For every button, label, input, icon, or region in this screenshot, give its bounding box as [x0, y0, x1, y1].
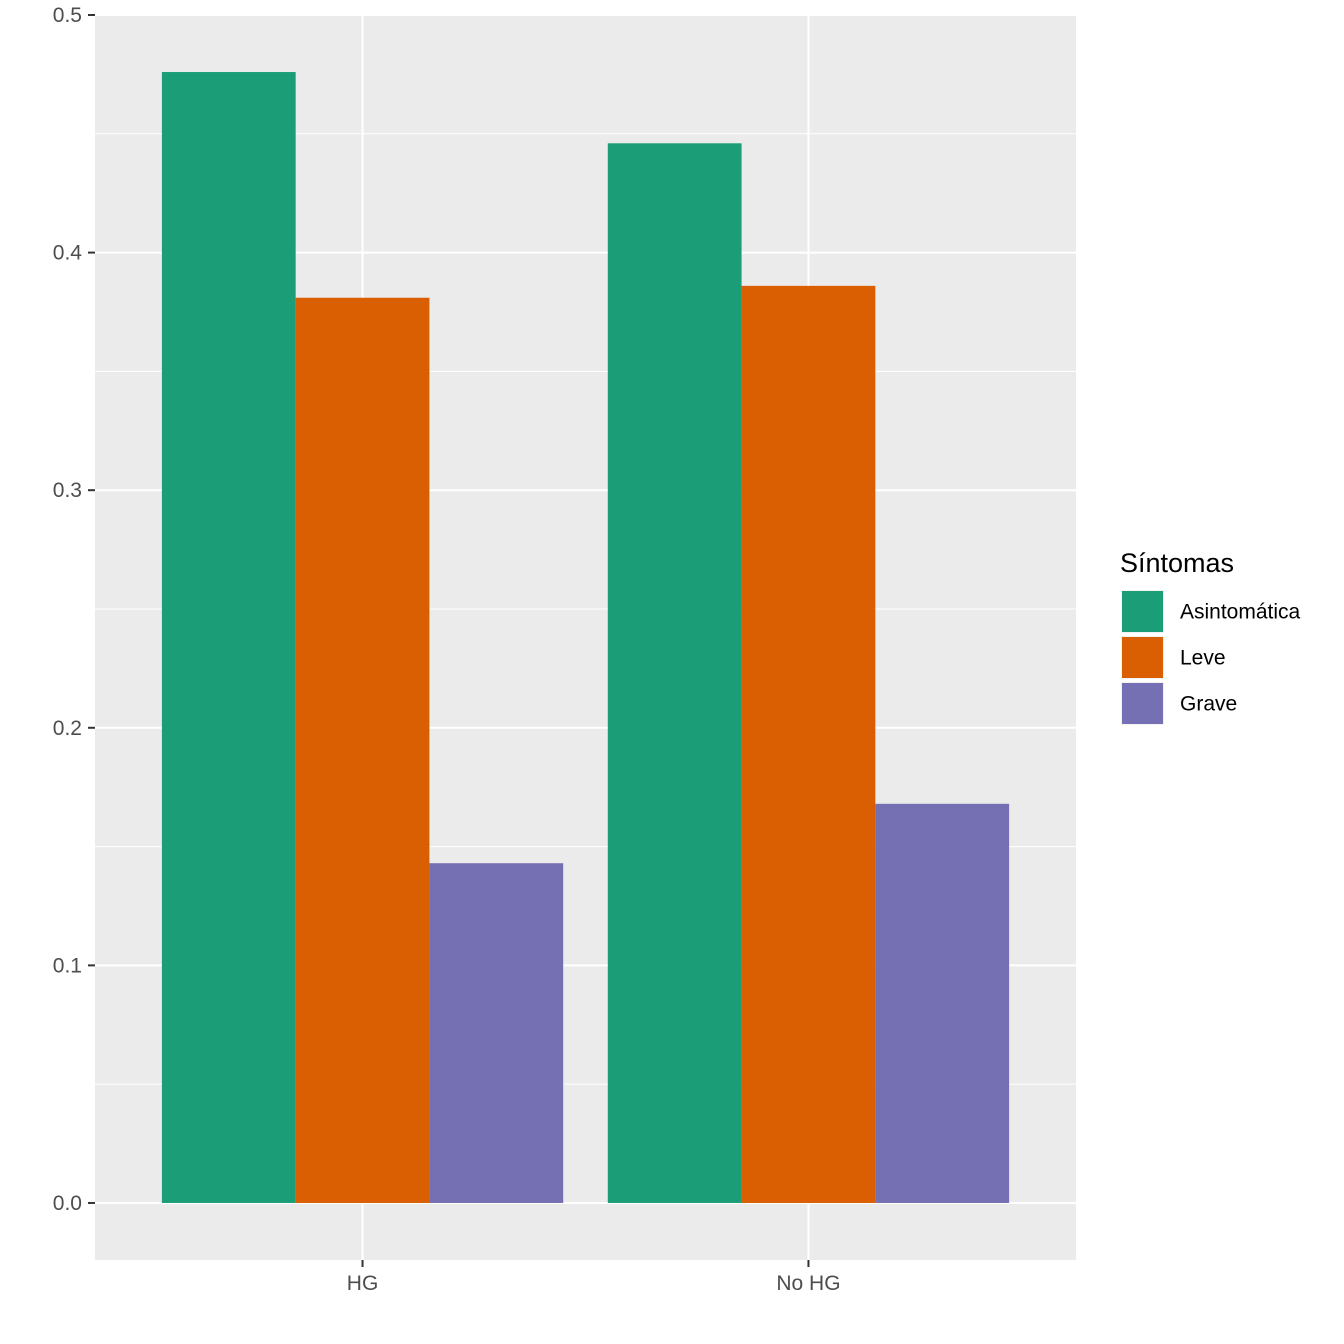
x-tick-label: HG — [347, 1272, 379, 1295]
y-tick-label: 0.4 — [53, 242, 83, 265]
legend-title: Síntomas — [1120, 548, 1234, 578]
bar-no-hg-grave — [875, 803, 1010, 1203]
x-tick-label: No HG — [776, 1272, 840, 1295]
bar-no-hg-leve — [741, 285, 876, 1203]
bar-no-hg-asintomática — [607, 143, 742, 1203]
y-tick-label: 0.2 — [53, 717, 82, 740]
bar-hg-leve — [295, 297, 430, 1203]
bar-hg-grave — [429, 863, 564, 1203]
bar-hg-asintomática — [161, 72, 296, 1203]
legend: Síntomas Asintomática Leve Grave — [1120, 548, 1301, 725]
bars-group — [161, 72, 1010, 1203]
legend-key-leve — [1122, 637, 1163, 678]
y-tick-label: 0.5 — [53, 4, 82, 27]
y-tick-label: 0.1 — [53, 954, 82, 977]
y-tick-label: 0.3 — [53, 479, 82, 502]
legend-label: Leve — [1180, 647, 1226, 670]
y-tick-label: 0.0 — [53, 1192, 82, 1215]
legend-label: Grave — [1180, 693, 1237, 716]
y-axis: 0.0 0.1 0.2 0.3 0.4 0.5 — [53, 4, 95, 1215]
x-axis: HG No HG — [347, 1260, 841, 1295]
legend-key-grave — [1122, 683, 1163, 724]
legend-key-asintomática — [1122, 591, 1163, 632]
legend-label: Asintomática — [1180, 601, 1301, 624]
